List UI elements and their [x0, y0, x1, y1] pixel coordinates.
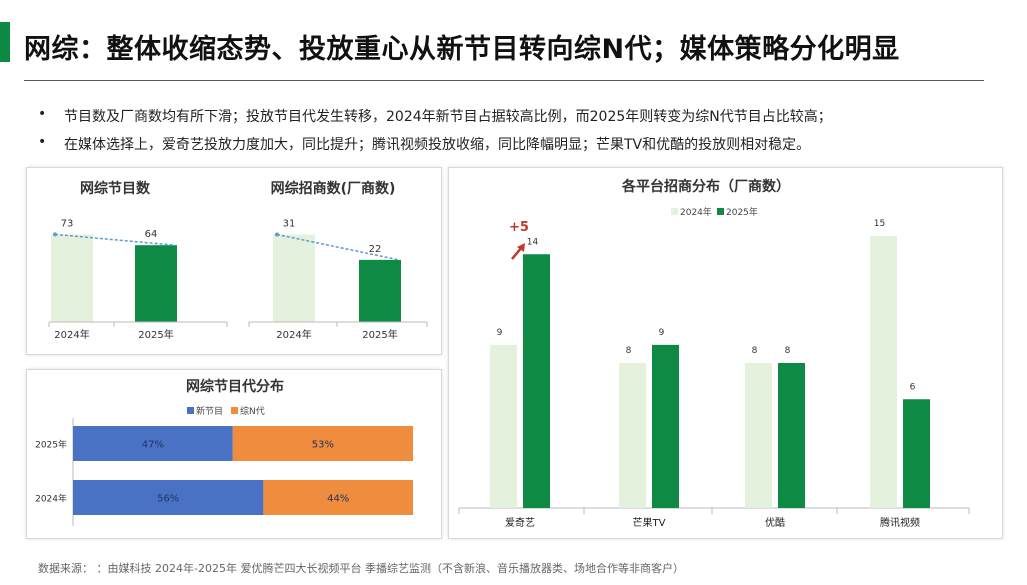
platform-panel: 各平台招商分布（厂商数） 2024年 2025年 9 14 爱奇艺 8 9 芒果TV 8 8 优酷 15…	[448, 167, 1003, 539]
bar-segment	[73, 426, 233, 461]
trend-line	[276, 233, 400, 261]
bar-segment	[232, 426, 413, 461]
data-label: 15	[874, 219, 885, 229]
data-label: 14	[527, 237, 539, 247]
chart-title: 网综节目代分布	[186, 378, 284, 395]
title-divider	[24, 80, 984, 81]
bar-爱奇艺-2024年	[490, 344, 517, 508]
trend-line	[54, 233, 176, 246]
bar-2025年	[359, 259, 401, 322]
generation-panel: 网综节目代分布新节目 综N代 2025年 47% 53% 2024年 56% 44%	[26, 369, 442, 539]
legend-swatch	[187, 407, 194, 414]
bar-优酷-2025年	[778, 363, 805, 508]
chart-title: 网综招商数(厂商数)	[271, 180, 396, 197]
data-label: 22	[369, 244, 382, 255]
bar-segment	[73, 480, 264, 515]
annotation-label: +5	[509, 220, 529, 235]
tick-label: 2024年	[54, 328, 89, 341]
tick-label: 芒果TV	[633, 516, 666, 529]
legend-swatch	[231, 407, 238, 414]
tick-label: 爱奇艺	[505, 516, 535, 529]
bullet-item: • 在媒体选择上，爱奇艺投放力度加大，同比提升；腾讯视频投放收缩，同比降幅明显；…	[38, 134, 998, 162]
bar-爱奇艺-2025年	[523, 254, 550, 508]
bar-segment	[263, 480, 413, 515]
bullet-text: 节目数及厂商数均有所下滑；投放节目代发生转移，2024年新节目占据较高比例，而2…	[64, 109, 832, 125]
bar-腾讯视频-2024年	[870, 236, 897, 508]
tick-label: 2025年	[362, 328, 397, 341]
data-label: 56%	[157, 494, 179, 505]
legend-swatch	[717, 208, 724, 215]
chart-title: 各平台招商分布（厂商数）	[621, 178, 790, 195]
annotation-arrowhead	[517, 243, 525, 252]
data-label: 9	[659, 328, 665, 338]
data-label: 31	[283, 218, 296, 229]
data-label: 8	[785, 346, 791, 356]
data-source-note: 数据来源： ：由媒科技 2024年-2025年 爱优腾芒四大长视频平台 季播综艺…	[38, 562, 684, 575]
chart-title: 网综节目数	[80, 180, 151, 197]
tick-label: 腾讯视频	[880, 516, 920, 529]
trend-point	[275, 232, 279, 237]
bar-芒果TV-2025年	[652, 344, 679, 508]
tick-label: 优酷	[765, 516, 785, 529]
data-label: 64	[145, 229, 158, 240]
data-label: 73	[61, 218, 74, 229]
legend-swatch	[671, 208, 678, 215]
tick-label: 2025年	[35, 439, 67, 451]
platform-chart: 各平台招商分布（厂商数） 2024年 2025年 9 14 爱奇艺 8 9 芒果TV 8 8 优酷 15…	[458, 178, 970, 529]
bullet-text: 在媒体选择上，爱奇艺投放力度加大，同比提升；腾讯视频投放收缩，同比降幅明显；芒果…	[64, 137, 811, 153]
bar-2024年	[273, 234, 315, 322]
legend-label: 综N代	[240, 405, 265, 417]
data-label: 44%	[327, 494, 349, 505]
tick-label: 2025年	[138, 328, 173, 341]
bullet-item: • 节目数及厂商数均有所下滑；投放节目代发生转移，2024年新节目占据较高比例，…	[38, 106, 998, 134]
bar-2025年	[135, 245, 177, 322]
data-label: 53%	[312, 440, 334, 451]
title-accent-bar	[0, 22, 10, 62]
data-label: 8	[626, 346, 632, 356]
bar-腾讯视频-2025年	[903, 399, 930, 508]
bullet-dot: •	[38, 134, 47, 150]
bar-优酷-2024年	[745, 363, 772, 508]
tick-label: 2024年	[276, 328, 311, 341]
data-label: 6	[910, 382, 916, 392]
legend-label: 新节目	[196, 405, 223, 417]
tick-label: 2024年	[35, 493, 67, 505]
data-label: 9	[497, 328, 503, 338]
legend-label: 2025年	[726, 206, 758, 218]
bullet-dot: •	[38, 106, 47, 122]
data-label: 8	[752, 346, 758, 356]
legend-label: 2024年	[680, 206, 712, 218]
bar-2024年	[51, 234, 93, 322]
page-title: 网综：整体收缩态势、投放重心从新节目转向综N代；媒体策略分化明显	[24, 34, 900, 65]
trend-point	[53, 232, 57, 237]
bar-芒果TV-2024年	[619, 363, 646, 508]
data-label: 47%	[142, 440, 164, 451]
bullet-list: • 节目数及厂商数均有所下滑；投放节目代发生转移，2024年新节目占据较高比例，…	[38, 106, 998, 162]
show-count-panel: 网综节目数 73 2024年 64 2025年 网综招商数(厂商数) 31 2024年 22 20…	[26, 167, 442, 355]
show-count-charts: 网综节目数 73 2024年 64 2025年 网综招商数(厂商数) 31 2024年 22 20…	[48, 180, 428, 341]
